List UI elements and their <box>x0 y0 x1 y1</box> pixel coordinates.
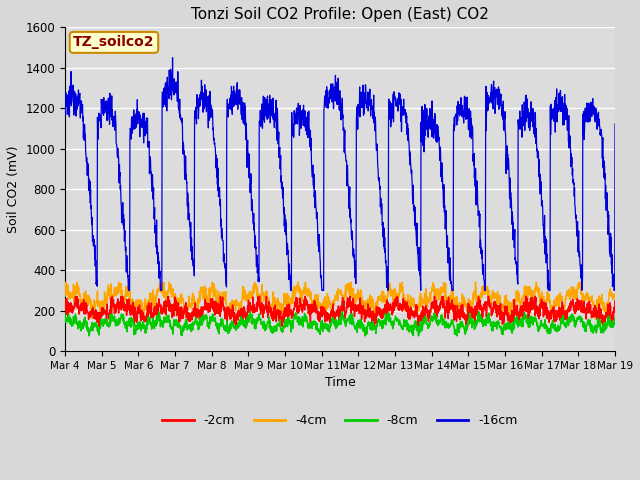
Y-axis label: Soil CO2 (mV): Soil CO2 (mV) <box>7 145 20 233</box>
X-axis label: Time: Time <box>324 376 355 389</box>
Legend: -2cm, -4cm, -8cm, -16cm: -2cm, -4cm, -8cm, -16cm <box>157 409 523 432</box>
Text: TZ_soilco2: TZ_soilco2 <box>73 36 155 49</box>
Title: Tonzi Soil CO2 Profile: Open (East) CO2: Tonzi Soil CO2 Profile: Open (East) CO2 <box>191 7 489 22</box>
